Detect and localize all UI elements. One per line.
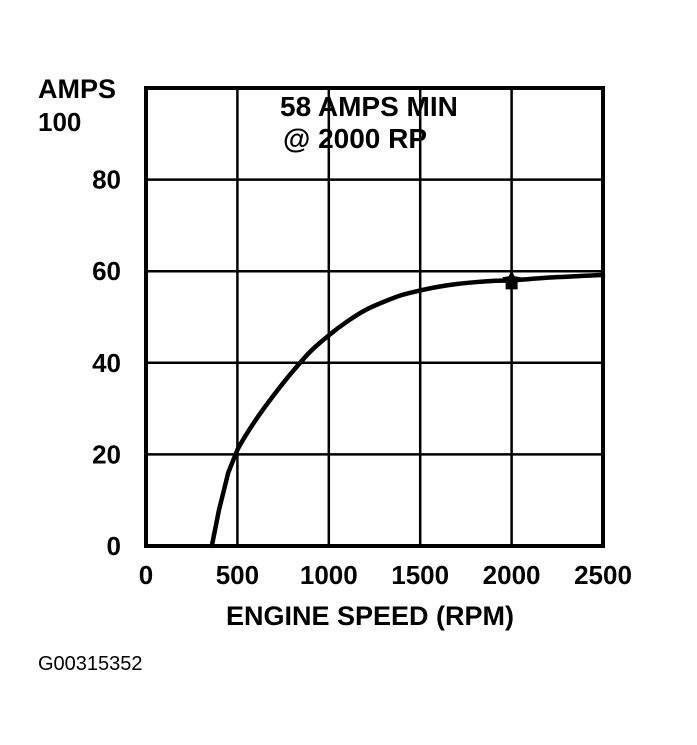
x-tick-label-1500: 1500 (391, 560, 449, 590)
annotation-line-2: @ 2000 RP (283, 123, 427, 154)
y-tick-label-80: 80 (92, 165, 121, 195)
x-tick-label-2500: 2500 (574, 560, 632, 590)
x-tick-label-500: 500 (216, 560, 259, 590)
y-tick-label-0: 0 (107, 531, 121, 561)
annotation-line-1: 58 AMPS MIN (280, 91, 458, 122)
y-tick-label-20: 20 (92, 439, 121, 469)
grid-lines (146, 88, 603, 546)
x-axis-label: ENGINE SPEED (RPM) (226, 601, 514, 631)
y-tick-label-60: 60 (92, 256, 121, 286)
plot-frame (144, 86, 605, 548)
y-tick-label-40: 40 (92, 348, 121, 378)
y-axis-label: AMPS (38, 74, 116, 104)
y-tick-label-100: 100 (38, 107, 81, 137)
x-axis-ticks: 0 500 1000 1500 2000 2500 (139, 560, 632, 590)
data-marker-2000rpm (502, 270, 522, 290)
x-tick-label-0: 0 (139, 560, 153, 590)
figure-id: G00315352 (38, 653, 143, 675)
x-tick-label-1000: 1000 (300, 560, 358, 590)
series-line (209, 272, 606, 549)
y-axis-ticks: 0 20 40 60 80 100 (38, 107, 121, 561)
x-tick-label-2000: 2000 (483, 560, 541, 590)
marker-block (505, 277, 518, 290)
